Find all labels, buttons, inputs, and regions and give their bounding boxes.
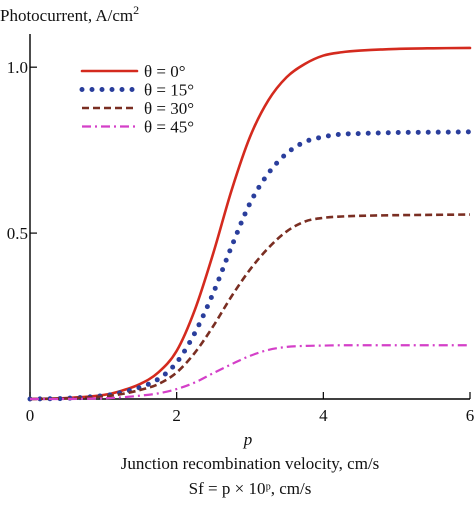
x-tick-label: 6: [466, 406, 474, 425]
x-axis-formula: Sf = p × 10ᵖ, cm/s: [189, 479, 312, 498]
y-tick-label: 0.5: [7, 224, 28, 243]
series-line-3: [29, 344, 470, 401]
x-tick-label: 4: [319, 406, 328, 425]
y-axis-label: Photocurrent, A/cm2: [0, 3, 139, 25]
x-tick-label: 2: [172, 406, 181, 425]
legend-label-3: θ = 45°: [144, 118, 194, 137]
legend-label-0: θ = 0°: [144, 62, 186, 81]
legend-label-2: θ = 30°: [144, 99, 194, 118]
ticks: 0 2 4 6 0.5 1.0: [7, 58, 474, 425]
y-axis-label-exponent: 2: [133, 3, 139, 17]
x-axis-label: Junction recombination velocity, cm/s: [121, 454, 380, 473]
x-axis-variable: p: [243, 430, 253, 449]
series-line-2: [29, 213, 471, 401]
legend: θ = 0°θ = 15°θ = 30°θ = 45°: [79, 62, 194, 137]
legend-label-1: θ = 15°: [144, 81, 194, 100]
series-lines: [27, 46, 473, 402]
y-tick-label: 1.0: [7, 58, 28, 77]
series-line-1: [27, 129, 473, 402]
x-tick-label: 0: [26, 406, 35, 425]
series-line-0: [28, 46, 472, 401]
